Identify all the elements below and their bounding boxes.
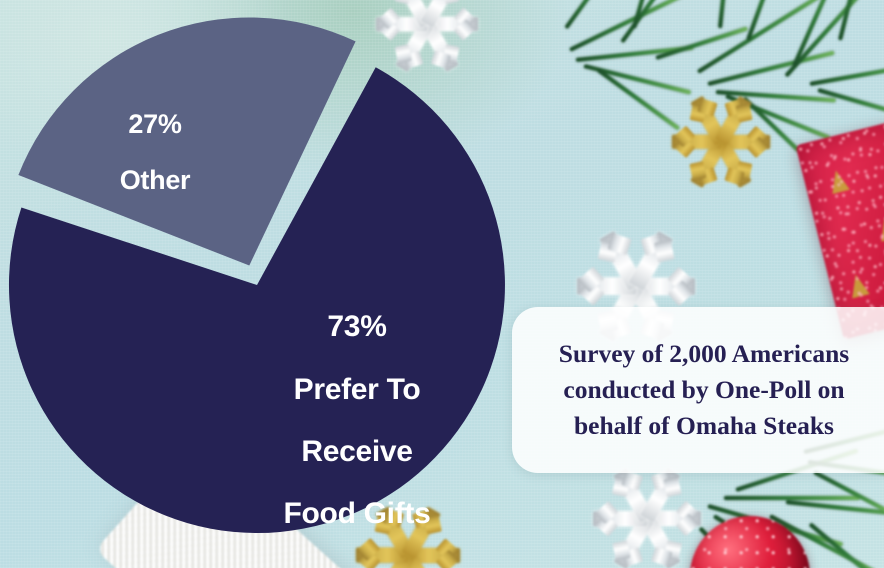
caption-line-1: Survey of 2,000 Americans <box>558 338 850 368</box>
snowflake-gold-lower <box>352 492 464 568</box>
pie-label-other-percent: 27% <box>128 109 182 140</box>
pie-label-main: 73% Prefer To Receive Food Gifts <box>238 280 476 561</box>
pie-label-main-line1: Prefer To <box>293 372 421 406</box>
caption-line-2: conducted by One-Poll on <box>563 374 845 404</box>
caption-line-3: behalf of Omaha Steaks <box>574 411 834 441</box>
snowflake-silver-center <box>572 214 700 342</box>
snowflake-gold-upper <box>668 82 774 188</box>
pie-label-main-line2: Receive <box>301 434 413 468</box>
pine-branch-bottom-right <box>698 448 884 568</box>
source-caption-card: Survey of 2,000 Americans conducted by O… <box>512 307 884 473</box>
pie-label-other-line1: Other <box>119 165 191 196</box>
source-caption-text: Survey of 2,000 Americans conducted by O… <box>528 336 880 445</box>
pie-label-main-line3: Food Gifts <box>283 497 431 531</box>
pie-label-other: 27% Other <box>70 82 240 222</box>
snowflake-silver-top <box>372 0 482 72</box>
pie-label-main-percent: 73% <box>327 310 387 344</box>
snowflake-silver-bottom <box>588 452 706 568</box>
